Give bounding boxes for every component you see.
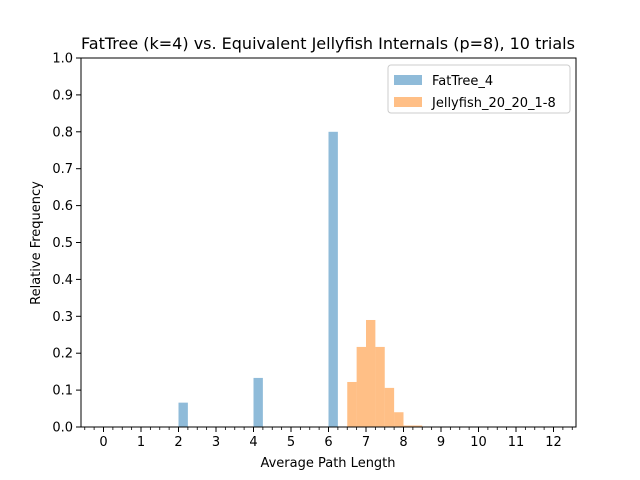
bar-jellyfish-20-20-1-8-0	[347, 381, 357, 427]
bar-fattree-4-0	[178, 402, 188, 427]
x-tick-label: 2	[174, 435, 182, 450]
y-tick-label: 0.3	[52, 310, 73, 325]
x-tick-label: 8	[399, 435, 407, 450]
bar-fattree-4-2	[328, 131, 338, 428]
bars-layer	[178, 131, 423, 428]
x-tick-label: 12	[545, 435, 562, 450]
x-axis-label: Average Path Length	[260, 456, 395, 471]
y-tick-label: 0.9	[52, 88, 73, 103]
bar-jellyfish-20-20-1-8-1	[356, 346, 366, 427]
bar-jellyfish-20-20-1-8-6	[403, 425, 413, 427]
x-tick-label: 3	[212, 435, 220, 450]
legend-box	[387, 64, 571, 114]
bar-jellyfish-20-20-1-8-7	[412, 425, 423, 427]
x-tick-label: 4	[249, 435, 257, 450]
x-tick-label: 7	[362, 435, 370, 450]
bar-fattree-4-1	[253, 377, 263, 427]
legend-swatch-fattree-4	[394, 75, 422, 85]
y-tick-label: 1.0	[52, 52, 73, 67]
x-tick-label: 11	[508, 435, 525, 450]
x-tick-label: 5	[287, 435, 295, 450]
y-tick-label: 0.2	[52, 347, 73, 362]
x-tick-label: 10	[470, 435, 487, 450]
legend: FatTree_4 Jellyfish_20_20_1-8	[387, 64, 571, 114]
legend-label-jellyfish-20-20-1-8: Jellyfish_20_20_1-8	[431, 96, 556, 111]
y-tick-label: 0.4	[52, 273, 73, 288]
x-tick-label: 6	[324, 435, 332, 450]
chart-title: FatTree (k=4) vs. Equivalent Jellyfish I…	[81, 34, 575, 53]
bar-jellyfish-20-20-1-8-4	[384, 387, 395, 427]
x-tick-label: 9	[437, 435, 445, 450]
legend-label-fattree-4: FatTree_4	[432, 74, 493, 89]
bar-jellyfish-20-20-1-8-2	[366, 319, 376, 427]
y-tick-label: 0.7	[52, 162, 73, 177]
bar-jellyfish-20-20-1-8-5	[394, 412, 404, 427]
y-axis-label: Relative Frequency	[29, 181, 44, 305]
legend-swatch-jellyfish-20-20-1-8	[394, 97, 422, 107]
y-tick-label: 0.6	[52, 199, 73, 214]
axes-layer: 0 1 2 3 4 5 6 7 8 9 10 11 120.00.10.20.30.40.50.60.7…	[52, 52, 577, 450]
y-tick-label: 0.0	[52, 421, 73, 436]
y-tick-label: 0.8	[52, 125, 73, 140]
x-tick-label: 0	[99, 435, 107, 450]
x-tick-label: 1	[137, 435, 145, 450]
bar-jellyfish-20-20-1-8-3	[375, 346, 385, 427]
y-tick-label: 0.5	[52, 236, 73, 251]
y-tick-label: 0.1	[52, 384, 73, 399]
